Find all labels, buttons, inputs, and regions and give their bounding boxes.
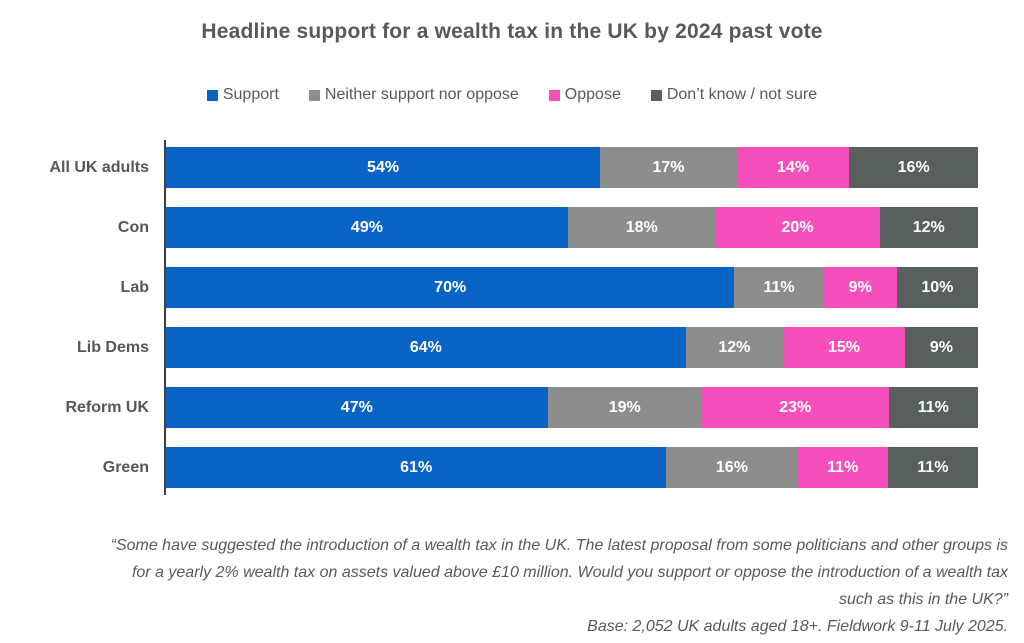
bar-segment-don-t-know-not-sure: 12%	[879, 207, 978, 248]
bar-value-label: 70%	[434, 278, 467, 296]
bar-segment-support: 64%	[166, 327, 686, 368]
chart-row-lib-dems: Lib Dems 64% 12% 15% 9%	[0, 327, 1024, 387]
bar-value-label: 54%	[367, 158, 400, 176]
legend-label: Oppose	[564, 86, 621, 103]
bar-segment-don-t-know-not-sure: 11%	[887, 447, 978, 488]
bar-track: 61% 16% 11% 11%	[166, 447, 978, 488]
footnote-line-3: such as this in the UK?”	[839, 591, 1008, 608]
legend-label: Don’t know / not sure	[666, 86, 818, 103]
bar-value-label: 16%	[897, 158, 930, 176]
category-label: Con	[117, 218, 149, 236]
legend-item-neither-support-nor-oppose: Neither support nor oppose	[308, 86, 519, 104]
footnote-base: Base: 2,052 UK adults aged 18+. Fieldwor…	[587, 618, 1008, 635]
bar-track: 47% 19% 23% 11%	[166, 387, 978, 428]
legend-label: Support	[222, 86, 279, 103]
bar-value-label: 12%	[912, 218, 945, 236]
bar-value-label: 18%	[625, 218, 658, 236]
chart-row-con: Con 49% 18% 20% 12%	[0, 207, 1024, 267]
legend-item-don-t-know-not-sure: Don’t know / not sure	[650, 86, 818, 104]
category-label: Lib Dems	[76, 338, 149, 356]
bar-segment-support: 61%	[166, 447, 667, 488]
footnote-line-1: “Some have suggested the introduction of…	[110, 537, 1008, 554]
bar-value-label: 11%	[917, 398, 949, 416]
bar-segment-support: 49%	[166, 207, 568, 248]
bar-segment-don-t-know-not-sure: 11%	[888, 387, 978, 428]
bar-segment-oppose: 23%	[701, 387, 889, 428]
bar-segment-oppose: 15%	[783, 327, 905, 368]
bar-value-label: 9%	[848, 278, 872, 296]
bar-segment-support: 70%	[166, 267, 735, 308]
chart-row-green: Green 61% 16% 11% 11%	[0, 447, 1024, 507]
category-label: Lab	[120, 278, 149, 296]
bar-value-label: 49%	[350, 218, 383, 236]
bar-segment-neither-support-nor-oppose: 19%	[547, 387, 702, 428]
bar-value-label: 17%	[652, 158, 685, 176]
survey-question-footnote: “Some have suggested the introduction of…	[20, 532, 1008, 640]
bar-segment-oppose: 9%	[823, 267, 897, 308]
bar-value-label: 19%	[608, 398, 641, 416]
bar-segment-support: 54%	[166, 147, 601, 188]
bar-value-label: 14%	[777, 158, 810, 176]
bar-value-label: 16%	[715, 458, 748, 476]
bar-track: 49% 18% 20% 12%	[166, 207, 978, 248]
bar-segment-neither-support-nor-oppose: 17%	[600, 147, 737, 188]
bar-segment-oppose: 14%	[736, 147, 850, 188]
bar-value-label: 61%	[400, 458, 433, 476]
chart-row-all-uk-adults: All UK adults 54% 17% 14% 16%	[0, 147, 1024, 207]
legend-label: Neither support nor oppose	[324, 86, 519, 103]
bar-segment-oppose: 20%	[715, 207, 880, 248]
bar-value-label: 12%	[718, 338, 751, 356]
stacked-bar-chart: All UK adults 54% 17% 14% 16% Con 49% 18% 20% 12%…	[0, 140, 1024, 507]
bar-track: 54% 17% 14% 16%	[166, 147, 978, 188]
legend-swatch-icon	[548, 89, 560, 101]
bar-value-label: 9%	[929, 338, 953, 356]
bar-value-label: 47%	[340, 398, 373, 416]
chart-row-reform-uk: Reform UK 47% 19% 23% 11%	[0, 387, 1024, 447]
bar-value-label: 15%	[827, 338, 861, 356]
bar-segment-neither-support-nor-oppose: 11%	[734, 267, 824, 308]
y-axis-line	[164, 140, 166, 495]
bar-segment-neither-support-nor-oppose: 18%	[567, 207, 716, 248]
bar-segment-don-t-know-not-sure: 10%	[896, 267, 978, 308]
bar-segment-neither-support-nor-oppose: 16%	[666, 447, 798, 488]
legend-swatch-icon	[308, 89, 320, 101]
bar-segment-support: 47%	[166, 387, 548, 428]
legend-item-support: Support	[206, 86, 279, 104]
bar-value-label: 10%	[921, 278, 954, 296]
footnote-line-2: for a yearly 2% wealth tax on assets val…	[131, 564, 1008, 581]
category-label: Reform UK	[65, 398, 149, 416]
category-label: Green	[102, 458, 149, 476]
legend-item-oppose: Oppose	[548, 86, 621, 104]
chart-rows: All UK adults 54% 17% 14% 16% Con 49% 18% 20% 12%…	[0, 147, 1024, 507]
bar-value-label: 20%	[781, 218, 814, 236]
bar-segment-don-t-know-not-sure: 16%	[849, 147, 978, 188]
legend-swatch-icon	[206, 89, 218, 101]
chart-row-lab: Lab 70% 11% 9% 10%	[0, 267, 1024, 327]
bar-value-label: 11%	[763, 278, 795, 296]
bar-value-label: 11%	[917, 458, 949, 476]
bar-value-label: 64%	[409, 338, 442, 356]
legend-swatch-icon	[650, 89, 662, 101]
category-label: All UK adults	[49, 158, 149, 176]
bar-track: 70% 11% 9% 10%	[166, 267, 978, 308]
bar-segment-don-t-know-not-sure: 9%	[904, 327, 978, 368]
chart-title: Headline support for a wealth tax in the…	[201, 20, 823, 43]
bar-track: 64% 12% 15% 9%	[166, 327, 978, 368]
bar-value-label: 23%	[779, 398, 812, 416]
legend: Support Neither support nor oppose Oppose D…	[0, 86, 1024, 104]
bar-segment-oppose: 11%	[797, 447, 888, 488]
bar-value-label: 11%	[827, 458, 859, 476]
bar-segment-neither-support-nor-oppose: 12%	[685, 327, 784, 368]
